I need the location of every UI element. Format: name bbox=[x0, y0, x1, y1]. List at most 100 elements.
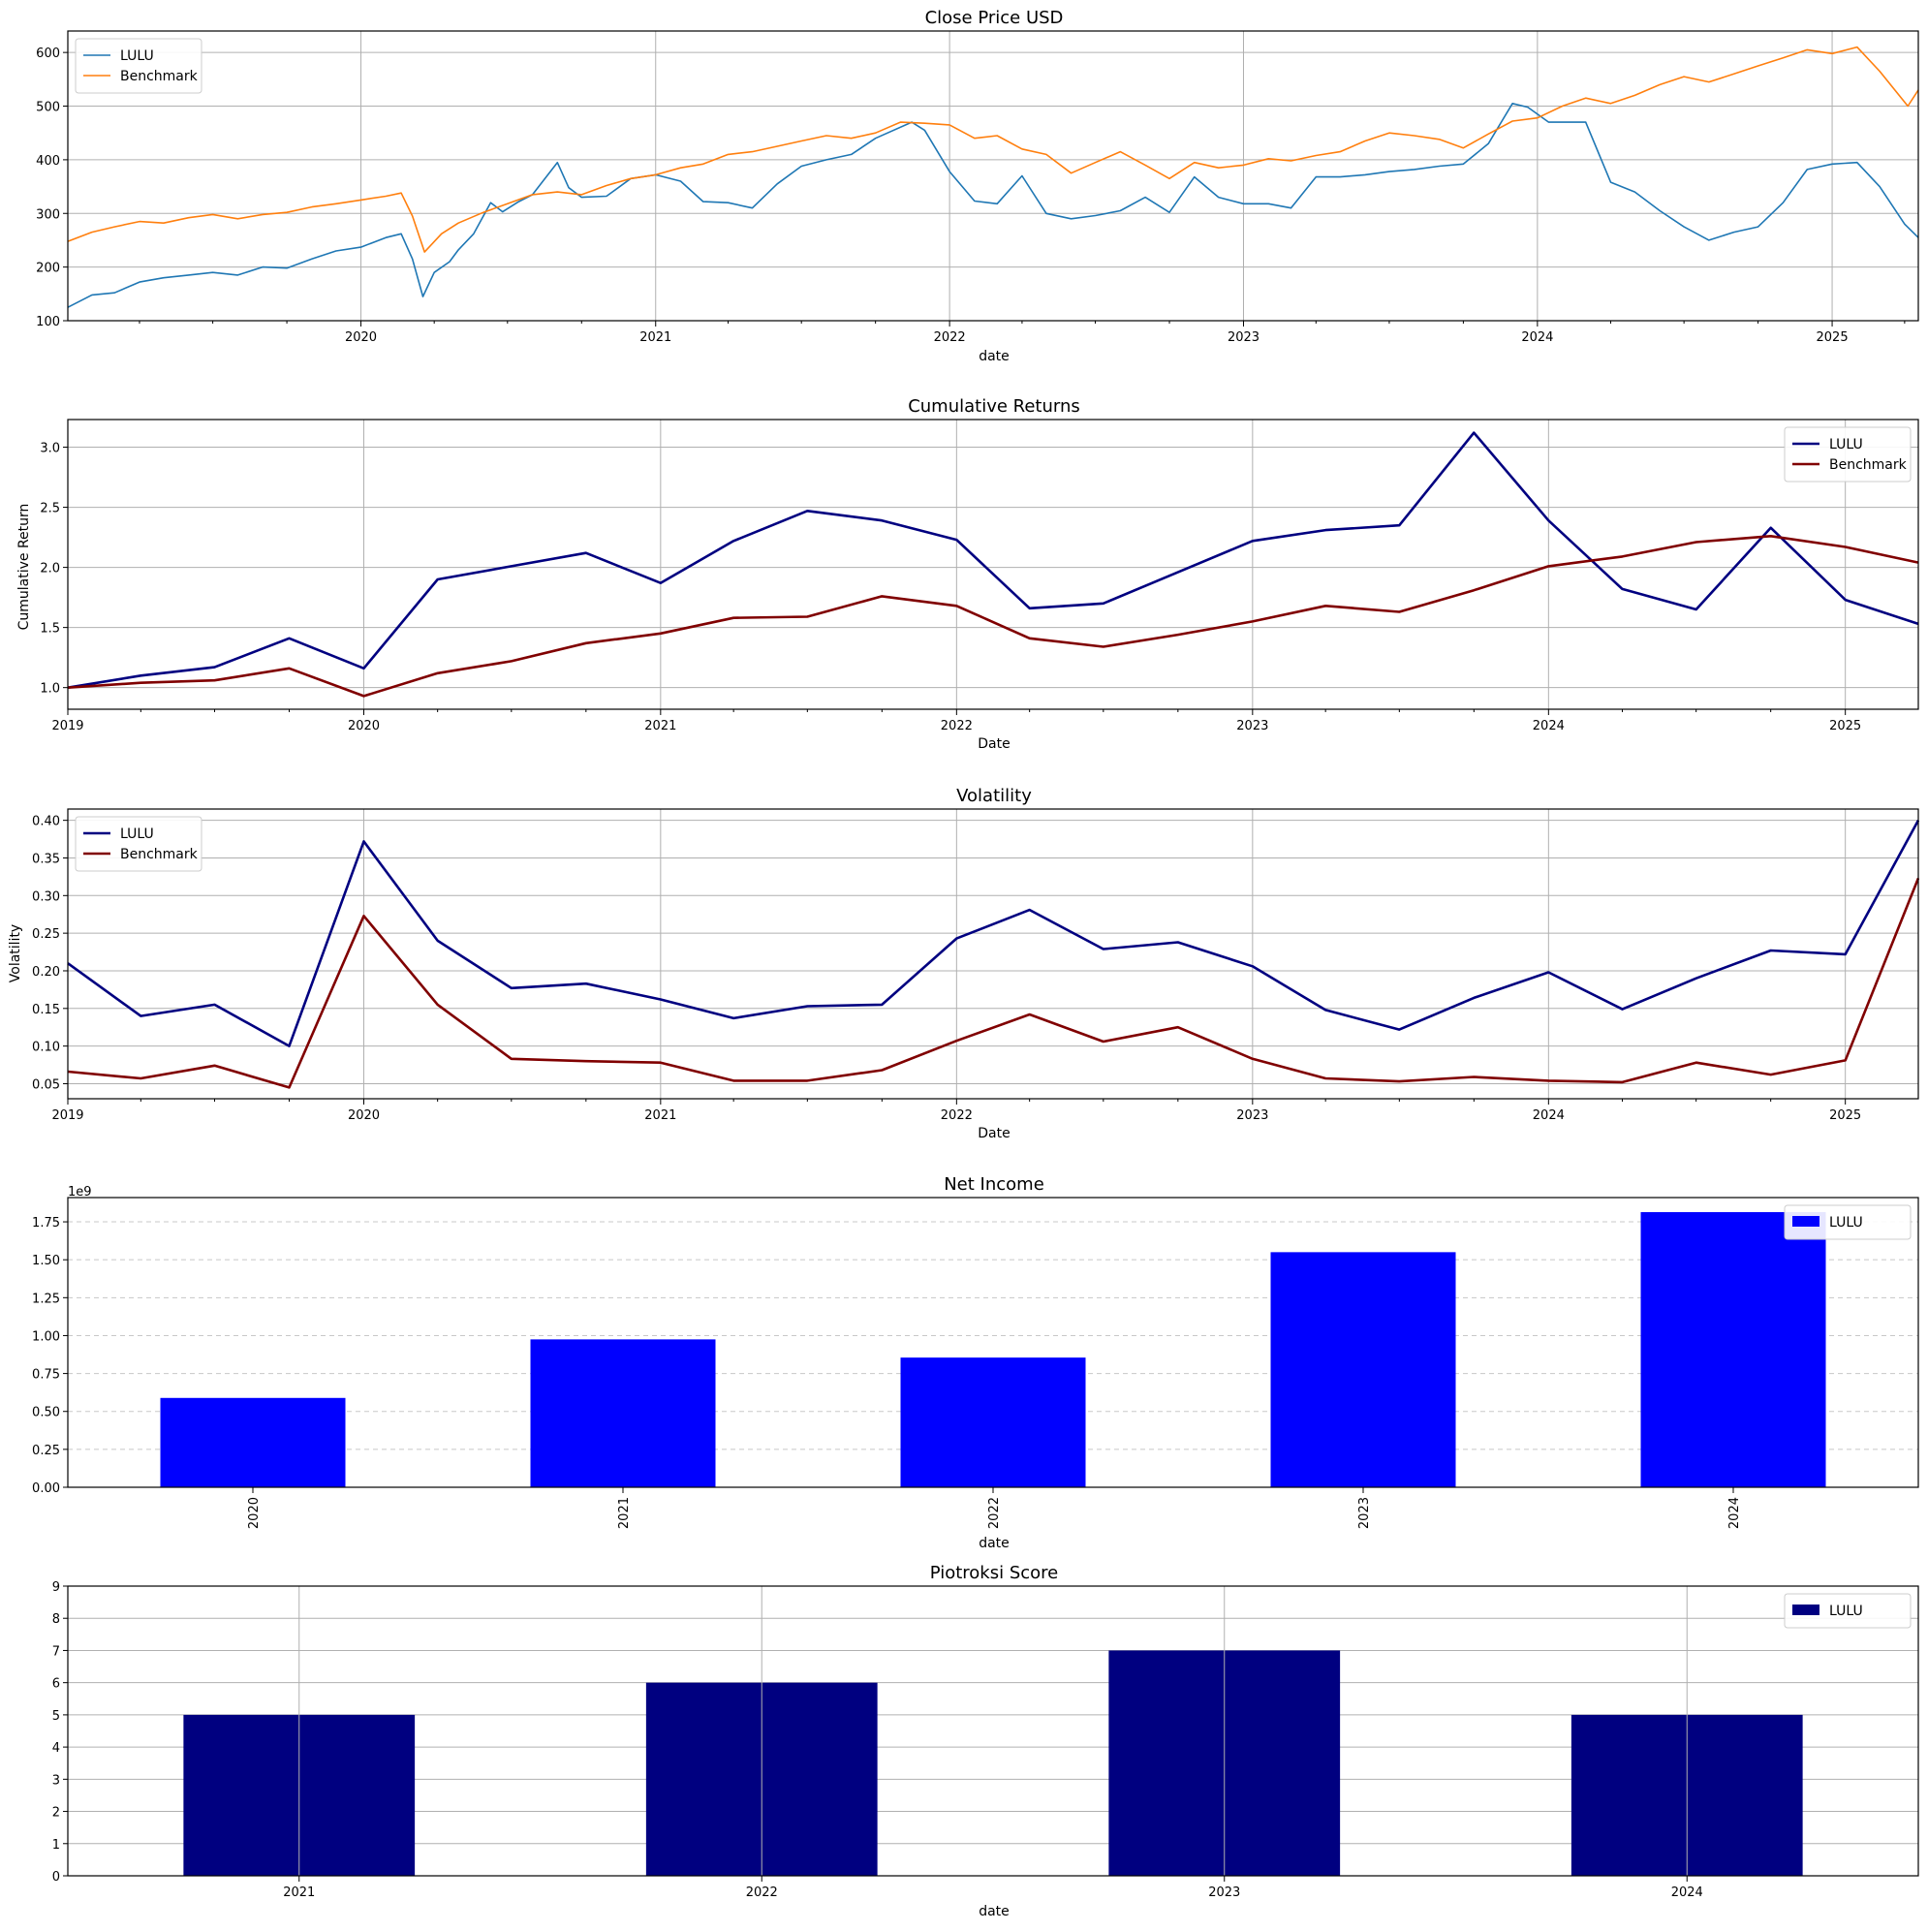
y-tick-label: 0.20 bbox=[32, 965, 60, 980]
y-tick-label: 0.40 bbox=[32, 815, 60, 829]
series-line-benchmark bbox=[67, 46, 1919, 253]
close-price-plot-area: 2020 2021 2022 2023 2024 2025 100 200 300 400 500 6… bbox=[36, 30, 1919, 345]
legend-box bbox=[1784, 426, 1912, 483]
x-tick-label: 2024 bbox=[1671, 1885, 1703, 1900]
y-tick-label: 3.0 bbox=[40, 442, 60, 456]
y-tick-label: 2.5 bbox=[40, 502, 60, 516]
y-tick-label: 1.0 bbox=[40, 682, 60, 697]
legend-label-lulu: LULU bbox=[1829, 437, 1863, 452]
y-tick-label: 0.05 bbox=[32, 1077, 60, 1092]
x-tick-label: 2022 bbox=[987, 1497, 1002, 1529]
x-tick-label: 2022 bbox=[941, 719, 973, 733]
series-line-lulu bbox=[67, 103, 1919, 308]
panel-3-xlabel: Date bbox=[978, 1126, 1010, 1141]
bar-2022 bbox=[900, 1357, 1086, 1487]
legend-label-lulu: LULU bbox=[120, 48, 154, 64]
y-tick-label: 2.0 bbox=[40, 562, 60, 576]
panel-4-title: Net Income bbox=[944, 1174, 1044, 1195]
x-tick-label: 2019 bbox=[51, 719, 83, 733]
panel-volatility: Volatility Date Volatility 2019 2020 2021 2… bbox=[8, 786, 1920, 1141]
x-tick-label: 2021 bbox=[283, 1885, 315, 1900]
axes-frame bbox=[67, 808, 1919, 1100]
axes-frame bbox=[67, 1197, 1919, 1488]
x-tick-label: 2020 bbox=[348, 1108, 380, 1123]
x-tick-label: 2022 bbox=[941, 1108, 973, 1123]
panel-1-title: Close Price USD bbox=[925, 8, 1064, 28]
x-tick-label: 2024 bbox=[1727, 1497, 1742, 1529]
panel-3-ylabel: Volatility bbox=[8, 924, 23, 982]
y-tick-label: 2 bbox=[52, 1806, 60, 1821]
panel-5-xlabel: date bbox=[979, 1904, 1010, 1919]
series-line-lulu bbox=[67, 819, 1920, 1047]
x-tick-label: 2019 bbox=[51, 1108, 83, 1123]
panel-2-title: Cumulative Returns bbox=[908, 396, 1080, 417]
y-tick-label: 0.50 bbox=[32, 1406, 60, 1420]
y-tick-label: 0.25 bbox=[32, 927, 60, 942]
x-tick-label: 2020 bbox=[247, 1497, 262, 1529]
y-tick-label: 0 bbox=[52, 1870, 60, 1885]
y-tick-label: 500 bbox=[36, 101, 60, 115]
y-tick-label: 8 bbox=[52, 1612, 60, 1627]
panel-close-price: Close Price USD date 2020 2021 2022 2023 202… bbox=[36, 8, 1919, 364]
y-tick-label: 0.75 bbox=[32, 1368, 60, 1383]
x-tick-label: 2023 bbox=[1228, 330, 1259, 345]
panel-net-income: Net Income 1e9 date 0.00 0.25 0.50 0.75 1.00… bbox=[32, 1174, 1919, 1551]
y-tick-label: 1.5 bbox=[40, 622, 60, 637]
axes-frame bbox=[67, 1585, 1919, 1877]
y-tick-label: 1.75 bbox=[32, 1216, 60, 1231]
legend-label-benchmark: Benchmark bbox=[120, 69, 199, 84]
x-tick-label: 2025 bbox=[1829, 1108, 1861, 1123]
x-tick-label: 2023 bbox=[1208, 1885, 1240, 1900]
y-tick-label: 9 bbox=[52, 1580, 60, 1595]
y-tick-label: 3 bbox=[52, 1773, 60, 1788]
y-tick-label: 6 bbox=[52, 1677, 60, 1692]
bar-2023 bbox=[1270, 1252, 1456, 1487]
panel-4-offset-label: 1e9 bbox=[68, 1185, 92, 1200]
y-tick-label: 0.15 bbox=[32, 1003, 60, 1017]
series-line-lulu bbox=[67, 431, 1919, 689]
x-tick-label: 2023 bbox=[1357, 1497, 1372, 1529]
bar-2020 bbox=[160, 1397, 346, 1487]
y-tick-label: 0.10 bbox=[32, 1041, 60, 1055]
x-tick-label: 2024 bbox=[1521, 330, 1553, 345]
y-tick-label: 300 bbox=[36, 207, 60, 222]
y-tick-label: 200 bbox=[36, 262, 60, 276]
y-tick-label: 4 bbox=[52, 1741, 60, 1756]
x-tick-label: 2023 bbox=[1236, 1108, 1268, 1123]
legend-box bbox=[1784, 1204, 1912, 1240]
legend-label-benchmark: Benchmark bbox=[120, 847, 199, 862]
volatility-plot-area: 2019 2020 2021 2022 2023 2024 2025 0.05 0.10 0.15… bbox=[32, 808, 1920, 1123]
piotroksi-score-plot-area: 0 1 2 3 4 5 6 7 8 9 2021 2022 2023 2024 LULU bbox=[52, 1580, 1919, 1900]
panel-5-title: Piotroksi Score bbox=[930, 1563, 1059, 1583]
series-line-benchmark bbox=[67, 534, 1919, 698]
panel-piotroksi-score: Piotroksi Score date 0 1 2 3 4 5 6 7 8 9 2021 2022 2… bbox=[52, 1563, 1919, 1919]
y-tick-label: 7 bbox=[52, 1644, 60, 1659]
x-tick-label: 2025 bbox=[1817, 330, 1849, 345]
y-tick-label: 0.00 bbox=[32, 1481, 60, 1496]
y-tick-label: 1.00 bbox=[32, 1329, 60, 1344]
legend-label-lulu: LULU bbox=[120, 826, 154, 842]
y-tick-label: 0.35 bbox=[32, 852, 60, 866]
y-tick-label: 0.25 bbox=[32, 1444, 60, 1458]
legend-swatch-lulu bbox=[1792, 1605, 1819, 1615]
legend-label-lulu: LULU bbox=[1829, 1215, 1863, 1231]
panel-cumulative-returns: Cumulative Returns Date Cumulative Retur… bbox=[16, 396, 1919, 752]
net-income-plot-area: 0.00 0.25 0.50 0.75 1.00 1.25 1.50 1.75 2020 2021… bbox=[32, 1197, 1919, 1529]
x-tick-label: 2022 bbox=[934, 330, 966, 345]
bar-2024 bbox=[1640, 1212, 1826, 1487]
x-tick-label: 2022 bbox=[746, 1885, 778, 1900]
panel-2-ylabel: Cumulative Return bbox=[16, 504, 32, 631]
x-tick-label: 2020 bbox=[345, 330, 377, 345]
x-tick-label: 2025 bbox=[1829, 719, 1861, 733]
x-tick-label: 2020 bbox=[348, 719, 380, 733]
panel-3-title: Volatility bbox=[956, 786, 1032, 806]
y-tick-label: 5 bbox=[52, 1709, 60, 1724]
x-tick-label: 2021 bbox=[644, 1108, 676, 1123]
legend-label-benchmark: Benchmark bbox=[1829, 457, 1908, 473]
legend-label-lulu: LULU bbox=[1829, 1604, 1863, 1619]
y-tick-label: 1 bbox=[52, 1838, 60, 1853]
y-tick-label: 600 bbox=[36, 47, 60, 61]
panel-1-xlabel: date bbox=[979, 349, 1010, 364]
